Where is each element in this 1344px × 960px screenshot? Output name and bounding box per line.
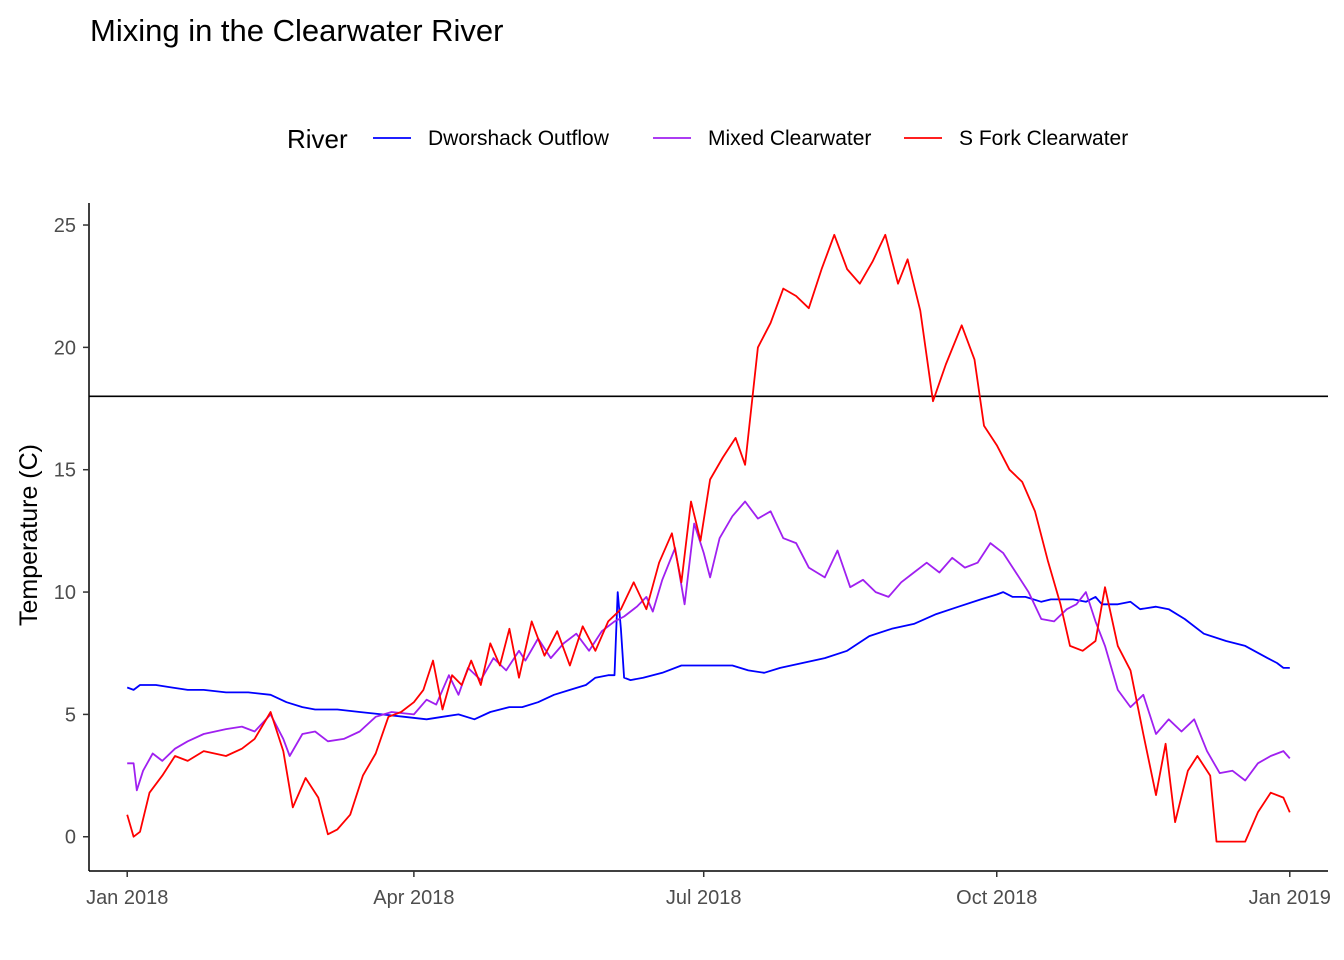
- y-tick-label: 25: [54, 215, 76, 237]
- legend-label-1: Dworshack Outflow: [428, 127, 610, 150]
- series-line-3: [126, 233, 1291, 843]
- x-tick-label: Jan 2018: [86, 887, 168, 909]
- y-tick-label: 5: [65, 704, 76, 726]
- legend-label-2: Mixed Clearwater: [708, 127, 871, 150]
- x-tick-label: Apr 2018: [373, 887, 454, 909]
- legend-label-3: S Fork Clearwater: [959, 127, 1128, 150]
- series-line-1: [126, 591, 1290, 721]
- y-tick-label: 10: [54, 582, 76, 604]
- x-tick-label: Oct 2018: [956, 887, 1037, 909]
- x-tick-label: Jul 2018: [666, 887, 742, 909]
- y-tick-label: 15: [54, 460, 76, 482]
- y-tick-label: 20: [54, 337, 76, 359]
- plot-area: 0 5 10 15 20 25 Jan 2018 Apr 2018 Jul 2018 Oct 20…: [54, 203, 1331, 909]
- legend-title: River: [287, 124, 348, 154]
- x-tick-label: Jan 2019: [1249, 887, 1331, 909]
- legend: River Dworshack Outflow Mixed Clearwater S…: [287, 124, 1128, 154]
- y-axis-title: Temperature (C): [15, 444, 43, 626]
- y-tick-label: 0: [65, 827, 76, 849]
- series-line-2: [127, 500, 1291, 792]
- chart-title: Mixing in the Clearwater River: [90, 13, 503, 48]
